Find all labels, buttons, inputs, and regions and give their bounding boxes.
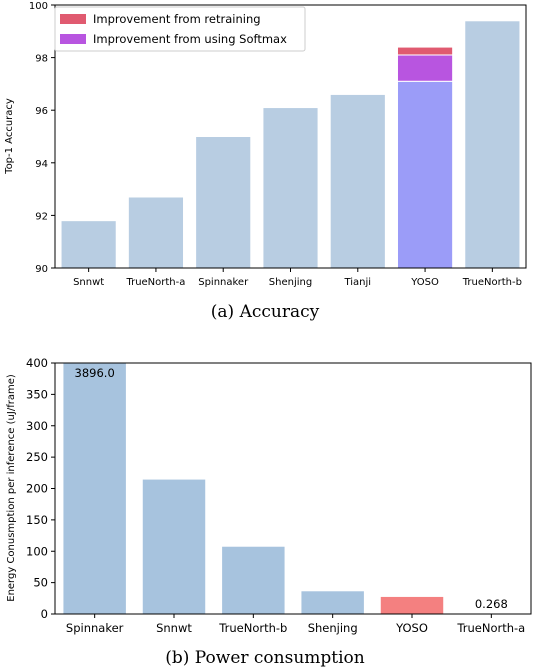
accuracy-bar-softmax-segment: [396, 54, 454, 82]
accuracy-x-tick-label: Snnwt: [73, 277, 104, 288]
accuracy-bar-yoso: [396, 80, 454, 269]
power-caption: (b) Power consumption: [165, 648, 365, 668]
accuracy-bar-retraining-segment: [396, 46, 454, 56]
legend-label-retraining: Improvement from retraining: [93, 12, 261, 26]
power-y-tick-label: 50: [33, 576, 48, 590]
power-x-tick-label: TrueNorth-b: [218, 621, 287, 635]
power-y-tick-label: 0: [41, 607, 48, 621]
power-bar-spinnaker: [62, 362, 127, 615]
power-y-tick-label: 200: [26, 482, 48, 496]
legend-swatch-retraining: [60, 14, 86, 24]
accuracy-y-tick-label: 90: [35, 264, 48, 275]
legend-label-softmax: Improvement from using Softmax: [93, 32, 287, 46]
power-y-ticks: 0 50 100 150 200 250 300 350 400: [26, 356, 55, 621]
accuracy-bar-truenorth-b: [464, 20, 521, 269]
power-x-tick-label: Snnwt: [156, 621, 192, 635]
accuracy-x-tick-label: TrueNorth-a: [125, 277, 185, 288]
accuracy-bar-snnwt: [60, 220, 117, 269]
power-data-label: 0.268: [475, 597, 508, 611]
power-bars: [62, 362, 524, 615]
power-bar-snnwt: [141, 478, 207, 615]
legend-frame: [54, 6, 306, 52]
power-data-labels: 3896.0 0.268: [75, 366, 508, 611]
power-y-tick-label: 250: [26, 450, 48, 464]
accuracy-y-axis-label: Top-1 Accuracy: [4, 98, 15, 175]
accuracy-x-tick-label: Shenjing: [269, 277, 312, 288]
power-x-ticks: Spinnaker Snnwt TrueNorth-b Shenjing YOSO Tru…: [66, 614, 525, 635]
accuracy-x-tick-label: YOSO: [410, 277, 439, 288]
power-y-tick-label: 150: [26, 513, 48, 527]
power-x-tick-label: Spinnaker: [66, 621, 124, 635]
legend-swatch-softmax: [60, 34, 86, 44]
power-data-label: 3896.0: [75, 366, 115, 380]
power-y-tick-label: 100: [26, 544, 48, 558]
accuracy-x-tick-label: TrueNorth-b: [462, 277, 522, 288]
accuracy-x-tick-label: Tianji: [343, 277, 371, 288]
accuracy-bar-shenjing: [262, 107, 319, 269]
accuracy-y-tick-label: 100: [29, 1, 48, 12]
accuracy-bar-truenorth-a: [127, 196, 185, 269]
power-y-tick-label: 350: [26, 387, 48, 401]
power-x-tick-label: TrueNorth-a: [456, 621, 525, 635]
power-bar-truenorth-b: [221, 545, 286, 615]
power-y-tick-label: 300: [26, 419, 48, 433]
power-x-tick-label: Shenjing: [308, 621, 358, 635]
power-y-axis-label: Energy Conusmption per inference (uJ/fra…: [6, 374, 17, 602]
accuracy-legend: Improvement from retraining Improvement …: [54, 6, 306, 52]
power-y-tick-label: 400: [26, 356, 48, 370]
accuracy-bar-spinnaker: [195, 136, 252, 269]
accuracy-bars: [60, 20, 521, 269]
power-x-tick-label: YOSO: [395, 621, 428, 635]
power-bar-shenjing: [300, 590, 365, 615]
accuracy-x-ticks: Snnwt TrueNorth-a Spinnaker Shenjing Tianji Y…: [73, 268, 522, 288]
accuracy-bar-tianji: [329, 93, 386, 269]
accuracy-y-tick-label: 96: [35, 106, 48, 117]
accuracy-y-ticks: 90 92 94 96 98 100: [29, 1, 55, 275]
accuracy-caption: (a) Accuracy: [211, 302, 320, 322]
accuracy-y-tick-label: 94: [35, 159, 48, 170]
accuracy-y-tick-label: 98: [35, 54, 48, 65]
power-bar-yoso: [379, 595, 445, 615]
accuracy-y-tick-label: 92: [35, 211, 48, 222]
accuracy-x-tick-label: Spinnaker: [198, 277, 249, 288]
power-chart: 0 50 100 150 200 250 300 350 400 Spinnaker Snnwt T…: [6, 356, 532, 668]
